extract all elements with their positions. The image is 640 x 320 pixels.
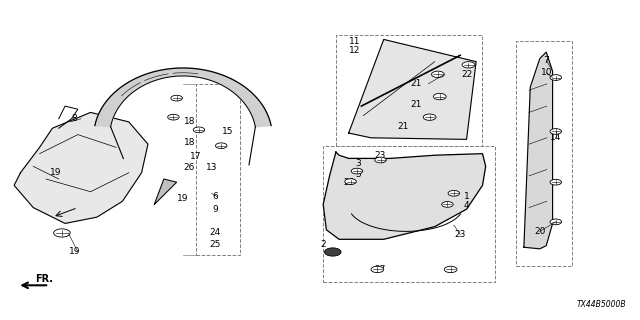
Text: 10: 10 <box>540 68 552 77</box>
Polygon shape <box>349 39 476 140</box>
Text: 26: 26 <box>184 164 195 172</box>
Polygon shape <box>95 68 271 127</box>
Text: 23: 23 <box>343 178 355 187</box>
Text: 7: 7 <box>543 56 549 65</box>
Text: 20: 20 <box>534 227 545 236</box>
Text: 19: 19 <box>50 168 61 177</box>
Bar <box>196 84 241 255</box>
Text: 1: 1 <box>464 192 469 201</box>
Circle shape <box>444 266 457 273</box>
Text: 6: 6 <box>212 192 218 201</box>
Text: 4: 4 <box>464 202 469 211</box>
Text: 8: 8 <box>72 114 77 123</box>
Circle shape <box>448 190 460 196</box>
Bar <box>323 146 495 282</box>
Text: 21: 21 <box>397 122 408 131</box>
Polygon shape <box>323 152 486 239</box>
Circle shape <box>550 129 561 134</box>
Text: 27: 27 <box>375 265 386 274</box>
Text: 21: 21 <box>410 100 421 109</box>
Circle shape <box>423 114 436 120</box>
Text: 2: 2 <box>321 240 326 249</box>
Text: 23: 23 <box>454 230 466 239</box>
Circle shape <box>550 219 561 225</box>
Circle shape <box>171 95 182 101</box>
Text: 5: 5 <box>355 170 361 179</box>
Circle shape <box>168 114 179 120</box>
Circle shape <box>433 93 446 100</box>
Circle shape <box>550 179 561 185</box>
Polygon shape <box>14 112 148 223</box>
Text: 25: 25 <box>209 240 221 249</box>
Text: 19: 19 <box>69 247 81 257</box>
Text: 24: 24 <box>209 228 221 237</box>
Text: 22: 22 <box>461 70 472 79</box>
Text: 18: 18 <box>184 138 195 147</box>
Text: 11: 11 <box>349 36 361 45</box>
Text: 13: 13 <box>206 164 218 172</box>
Bar <box>336 35 483 146</box>
Text: 3: 3 <box>355 159 361 168</box>
Text: 15: 15 <box>222 127 234 136</box>
Circle shape <box>54 229 70 237</box>
Circle shape <box>216 143 227 148</box>
Text: 17: 17 <box>190 152 202 161</box>
Text: 9: 9 <box>212 205 218 214</box>
Polygon shape <box>524 52 552 249</box>
Bar <box>516 41 572 266</box>
Circle shape <box>324 248 341 256</box>
Circle shape <box>345 179 356 184</box>
Text: 14: 14 <box>550 133 561 142</box>
Circle shape <box>462 62 475 68</box>
Circle shape <box>375 157 387 163</box>
Circle shape <box>431 71 444 77</box>
Circle shape <box>371 266 384 273</box>
Circle shape <box>351 168 363 174</box>
Text: 21: 21 <box>410 79 421 88</box>
Text: TX44B5000B: TX44B5000B <box>576 300 626 309</box>
Polygon shape <box>154 179 177 204</box>
Text: 12: 12 <box>349 46 361 55</box>
Text: FR.: FR. <box>35 274 53 284</box>
Text: 23: 23 <box>375 151 386 160</box>
Text: 18: 18 <box>184 117 195 126</box>
Circle shape <box>193 127 205 133</box>
Circle shape <box>442 202 453 207</box>
Text: 19: 19 <box>177 194 189 203</box>
Circle shape <box>550 75 561 80</box>
